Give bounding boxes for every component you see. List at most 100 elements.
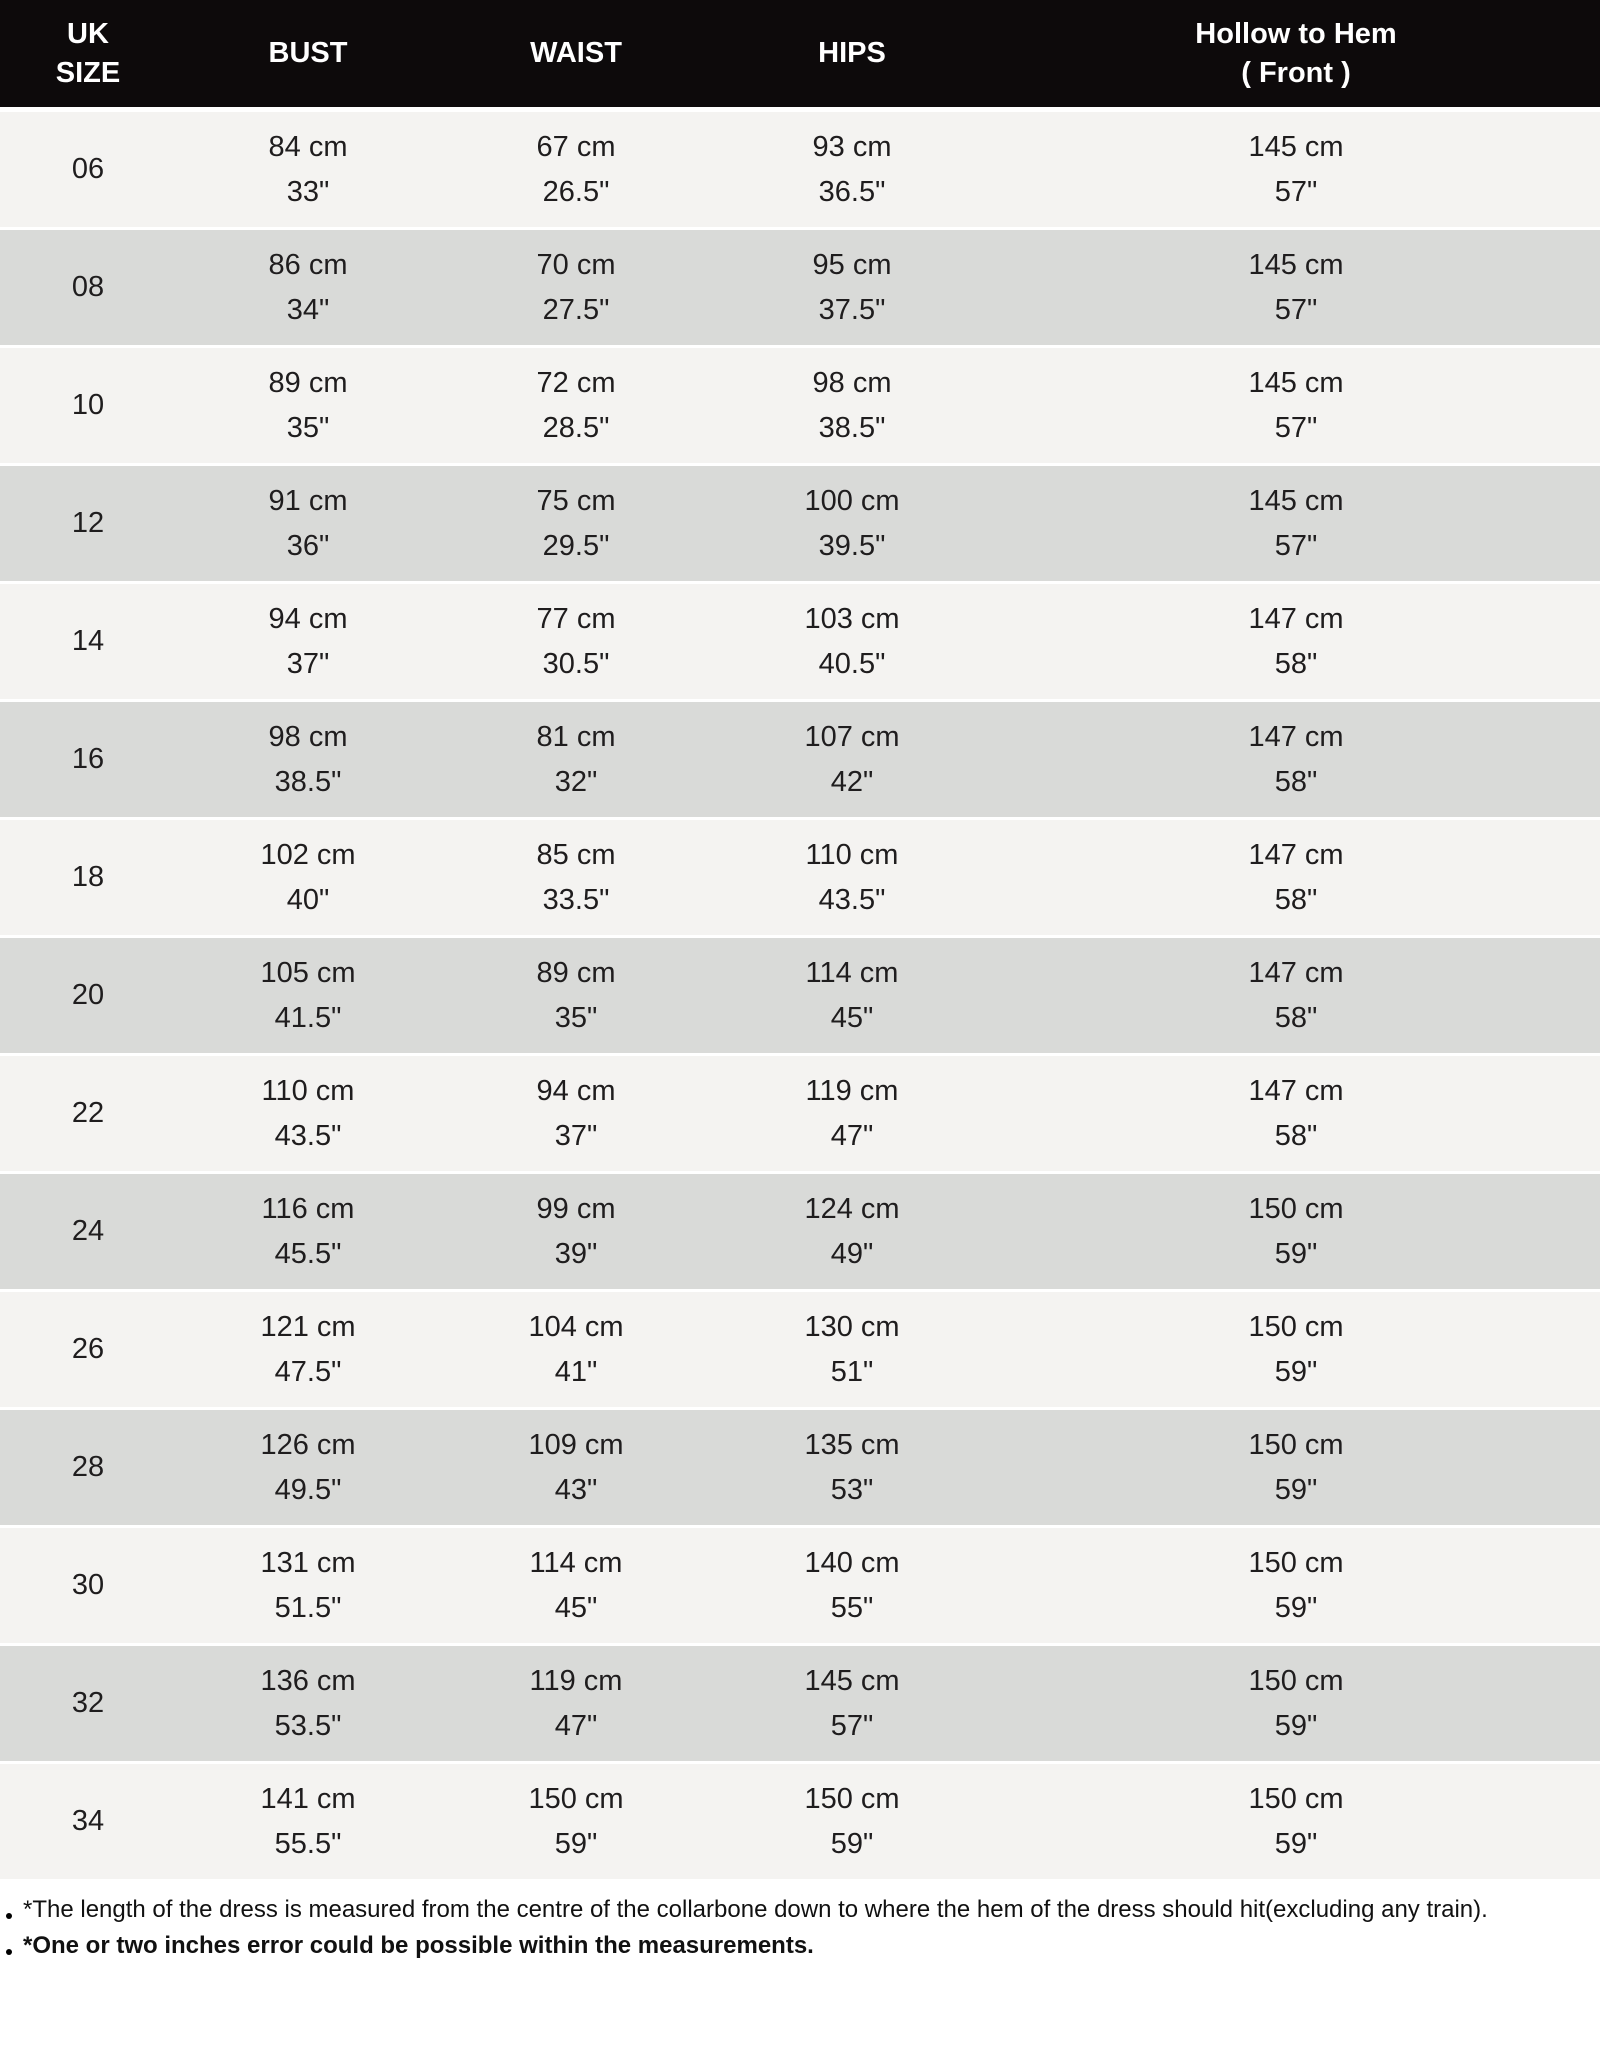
- table-body: 06 84 cm 33" 67 cm 26.5" 93 cm 36.5" 145 cm…: [0, 112, 1600, 1882]
- cell-line: 57": [1274, 175, 1318, 208]
- bust-cell: 121 cm 47.5": [176, 1292, 440, 1410]
- waist-cell: 99 cm 39": [440, 1174, 712, 1292]
- cell-line: 57": [830, 1709, 874, 1742]
- size-cell: 20: [0, 938, 176, 1056]
- table-row: 08 86 cm 34" 70 cm 27.5" 95 cm 37.5" 145 cm…: [0, 230, 1600, 348]
- bullet-icon: [6, 1913, 12, 1919]
- table-row: 12 91 cm 36" 75 cm 29.5" 100 cm 39.5" 145 c…: [0, 466, 1600, 584]
- cell-line: 41": [554, 1355, 598, 1388]
- size-cell: 10: [0, 348, 176, 466]
- cell-line: 42": [830, 765, 874, 798]
- waist-cell: 114 cm 45": [440, 1528, 712, 1646]
- cell-line: 105 cm: [260, 956, 356, 989]
- table-row: 30 131 cm 51.5" 114 cm 45" 140 cm 55" 150 c…: [0, 1528, 1600, 1646]
- waist-cell: 72 cm 28.5": [440, 348, 712, 466]
- cell-line: 67 cm: [536, 130, 616, 163]
- cell-line: 121 cm: [260, 1310, 356, 1343]
- cell-line: 147 cm: [1248, 956, 1344, 989]
- cell-line: 91 cm: [268, 484, 348, 517]
- header-line: WAIST: [530, 37, 622, 70]
- bust-cell: 126 cm 49.5": [176, 1410, 440, 1528]
- table-row: 28 126 cm 49.5" 109 cm 43" 135 cm 53" 150 c…: [0, 1410, 1600, 1528]
- cell-line: 145 cm: [804, 1664, 900, 1697]
- column-header-size: UK SIZE: [0, 0, 176, 112]
- cell-line: 119 cm: [529, 1664, 623, 1697]
- cell-line: 126 cm: [260, 1428, 356, 1461]
- cell-line: 85 cm: [536, 838, 616, 871]
- waist-cell: 85 cm 33.5": [440, 820, 712, 938]
- cell-line: 33.5": [542, 883, 610, 916]
- hollow-cell: 150 cm 59": [992, 1528, 1600, 1646]
- cell-line: 37.5": [818, 293, 886, 326]
- cell-line: 47": [830, 1119, 874, 1152]
- hollow-cell: 147 cm 58": [992, 1056, 1600, 1174]
- size-cell: 06: [0, 112, 176, 230]
- table-row: 34 141 cm 55.5" 150 cm 59" 150 cm 59" 150 c…: [0, 1764, 1600, 1882]
- hollow-cell: 150 cm 59": [992, 1410, 1600, 1528]
- cell-line: 59": [1274, 1473, 1318, 1506]
- cell-line: 45": [554, 1591, 598, 1624]
- waist-cell: 89 cm 35": [440, 938, 712, 1056]
- bullet-icon: [6, 1949, 12, 1955]
- waist-cell: 75 cm 29.5": [440, 466, 712, 584]
- hollow-cell: 147 cm 58": [992, 702, 1600, 820]
- size-cell: 24: [0, 1174, 176, 1292]
- bust-cell: 86 cm 34": [176, 230, 440, 348]
- cell-line: 147 cm: [1248, 1074, 1344, 1107]
- table-row: 22 110 cm 43.5" 94 cm 37" 119 cm 47" 147 cm…: [0, 1056, 1600, 1174]
- cell-line: 145 cm: [1248, 366, 1344, 399]
- cell-line: 36": [286, 529, 330, 562]
- cell-line: 39.5": [818, 529, 886, 562]
- header-line: HIPS: [818, 37, 886, 70]
- size-cell: 26: [0, 1292, 176, 1410]
- cell-line: 58": [1274, 1001, 1318, 1034]
- hollow-cell: 150 cm 59": [992, 1174, 1600, 1292]
- cell-line: 116 cm: [261, 1192, 355, 1225]
- cell-line: 26.5": [542, 175, 610, 208]
- hollow-cell: 145 cm 57": [992, 230, 1600, 348]
- cell-line: 89 cm: [536, 956, 616, 989]
- waist-cell: 70 cm 27.5": [440, 230, 712, 348]
- hollow-cell: 147 cm 58": [992, 938, 1600, 1056]
- cell-line: 130 cm: [804, 1310, 900, 1343]
- cell-line: 140 cm: [804, 1546, 900, 1579]
- cell-line: 110 cm: [261, 1074, 355, 1107]
- hollow-cell: 150 cm 59": [992, 1764, 1600, 1882]
- size-cell: 32: [0, 1646, 176, 1764]
- cell-line: 36.5": [818, 175, 886, 208]
- table-row: 16 98 cm 38.5" 81 cm 32" 107 cm 42" 147 cm 5…: [0, 702, 1600, 820]
- cell-line: 103 cm: [804, 602, 900, 635]
- cell-line: 57": [1274, 411, 1318, 444]
- table-row: 20 105 cm 41.5" 89 cm 35" 114 cm 45" 147 cm…: [0, 938, 1600, 1056]
- bust-cell: 84 cm 33": [176, 112, 440, 230]
- hips-cell: 145 cm 57": [712, 1646, 992, 1764]
- size-cell: 18: [0, 820, 176, 938]
- bust-cell: 116 cm 45.5": [176, 1174, 440, 1292]
- cell-line: 39": [554, 1237, 598, 1270]
- cell-line: 147 cm: [1248, 602, 1344, 635]
- cell-line: 57": [1274, 293, 1318, 326]
- cell-line: 35": [286, 411, 330, 444]
- waist-cell: 67 cm 26.5": [440, 112, 712, 230]
- hollow-cell: 145 cm 57": [992, 466, 1600, 584]
- hollow-cell: 145 cm 57": [992, 348, 1600, 466]
- cell-line: 30.5": [542, 647, 610, 680]
- bust-cell: 102 cm 40": [176, 820, 440, 938]
- hollow-cell: 147 cm 58": [992, 584, 1600, 702]
- cell-line: 150 cm: [1248, 1428, 1344, 1461]
- cell-line: 72 cm: [536, 366, 616, 399]
- cell-line: 38.5": [818, 411, 886, 444]
- cell-line: 43": [554, 1473, 598, 1506]
- hips-cell: 95 cm 37.5": [712, 230, 992, 348]
- hips-cell: 140 cm 55": [712, 1528, 992, 1646]
- cell-line: 131 cm: [260, 1546, 356, 1579]
- cell-line: 55": [830, 1591, 874, 1624]
- hips-cell: 93 cm 36.5": [712, 112, 992, 230]
- size-cell: 12: [0, 466, 176, 584]
- size-cell: 34: [0, 1764, 176, 1882]
- column-header-bust: BUST: [176, 0, 440, 112]
- waist-cell: 150 cm 59": [440, 1764, 712, 1882]
- waist-cell: 119 cm 47": [440, 1646, 712, 1764]
- waist-cell: 77 cm 30.5": [440, 584, 712, 702]
- cell-line: 147 cm: [1248, 720, 1344, 753]
